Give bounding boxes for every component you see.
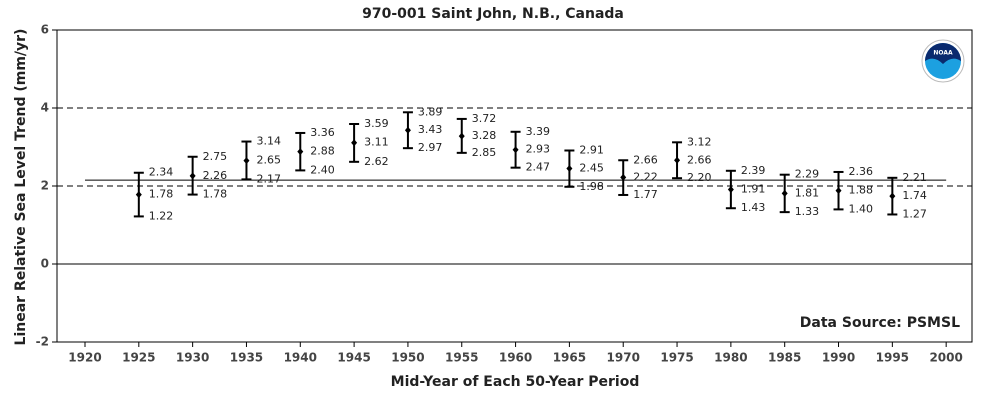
point	[781, 189, 788, 197]
logo: NOAA	[921, 39, 965, 83]
upper-label: 3.39	[526, 125, 551, 138]
upper-label: 2.29	[795, 168, 820, 181]
upper-label: 2.66	[633, 153, 658, 166]
lower-label: 2.47	[526, 161, 551, 174]
point	[458, 132, 465, 140]
plot-frame	[56, 29, 973, 343]
x-tick-label: 1920	[68, 351, 101, 365]
upper-label: 2.75	[203, 150, 228, 163]
point	[189, 172, 196, 180]
chart-title: 970-001 Saint John, N.B., Canada	[362, 6, 624, 22]
value-label: 2.45	[579, 161, 604, 174]
annotation: Data Source: PSMSL	[800, 315, 960, 331]
y-tick-label: 6	[41, 23, 49, 37]
value-label: 1.91	[741, 183, 766, 196]
x-tick-label: 1930	[176, 351, 209, 365]
x-tick-label: 1975	[660, 351, 693, 365]
lower-label: 1.43	[741, 201, 766, 214]
x-tick-label: 1970	[607, 351, 640, 365]
x-tick-label: 1925	[122, 351, 155, 365]
value-label: 2.93	[526, 143, 551, 156]
point	[404, 126, 411, 134]
y-tick-label: 4	[41, 101, 49, 115]
point	[835, 187, 842, 195]
point	[351, 139, 358, 147]
x-tick-label: 1940	[284, 351, 317, 365]
point	[243, 157, 250, 165]
y-axis-label: Linear Relative Sea Level Trend (mm/yr)	[13, 29, 29, 346]
y-tick-label: 2	[41, 179, 49, 193]
point	[512, 146, 519, 154]
value-label: 3.28	[472, 129, 497, 142]
upper-label: 2.39	[741, 164, 766, 177]
y-tick-label: -2	[36, 335, 49, 349]
lower-label: 1.77	[633, 188, 658, 201]
lower-label: 2.97	[418, 141, 443, 154]
value-label: 1.78	[149, 188, 174, 201]
x-tick-label: 1995	[876, 351, 909, 365]
point	[889, 192, 896, 200]
value-label: 2.88	[310, 145, 335, 158]
value-label: 1.74	[902, 189, 927, 202]
upper-label: 2.34	[149, 166, 174, 179]
lower-label: 1.78	[203, 188, 228, 201]
x-tick-label: 1955	[445, 351, 478, 365]
x-tick-label: 1950	[391, 351, 424, 365]
value-label: 2.22	[633, 170, 658, 183]
x-tick-label: 1965	[553, 351, 586, 365]
upper-label: 2.21	[902, 171, 927, 184]
lower-label: 1.40	[849, 202, 874, 215]
lower-label: 2.17	[256, 172, 281, 185]
value-label: 1.81	[795, 186, 820, 199]
upper-label: 3.72	[472, 112, 497, 125]
value-label: 2.65	[256, 154, 281, 167]
logo-top	[925, 43, 961, 64]
lower-label: 2.62	[364, 155, 389, 168]
lower-label: 2.20	[687, 171, 712, 184]
upper-label: 2.36	[849, 165, 874, 178]
upper-label: 3.14	[256, 135, 281, 148]
x-tick-label: 2000	[929, 351, 962, 365]
value-label: 3.11	[364, 136, 389, 149]
point	[566, 164, 573, 172]
x-tick-label: 1945	[337, 351, 370, 365]
x-tick-label: 1985	[768, 351, 801, 365]
upper-label: 2.91	[579, 144, 604, 157]
lower-label: 2.85	[472, 146, 497, 159]
upper-label: 3.59	[364, 117, 389, 130]
x-tick-label: 1960	[499, 351, 532, 365]
x-axis-label: Mid-Year of Each 50-Year Period	[391, 374, 640, 390]
lower-label: 1.22	[149, 209, 174, 222]
upper-label: 3.12	[687, 135, 712, 148]
point	[674, 156, 681, 164]
value-label: 1.88	[849, 184, 874, 197]
lower-label: 2.40	[310, 163, 335, 176]
logo-text: NOAA	[933, 50, 953, 57]
point	[135, 191, 142, 199]
value-label: 2.26	[203, 169, 228, 182]
point	[727, 186, 734, 194]
x-tick-label: 1990	[822, 351, 855, 365]
point	[297, 148, 304, 156]
x-tick-label: 1935	[230, 351, 263, 365]
lower-label: 1.98	[579, 180, 604, 193]
point	[620, 173, 627, 181]
y-tick-label: 0	[41, 257, 49, 271]
lower-label: 1.33	[795, 205, 820, 218]
lower-label: 1.27	[902, 207, 927, 220]
upper-label: 3.36	[310, 126, 335, 139]
upper-label: 3.89	[418, 105, 443, 118]
value-label: 2.66	[687, 153, 712, 166]
x-tick-label: 1980	[714, 351, 747, 365]
value-label: 3.43	[418, 123, 443, 136]
